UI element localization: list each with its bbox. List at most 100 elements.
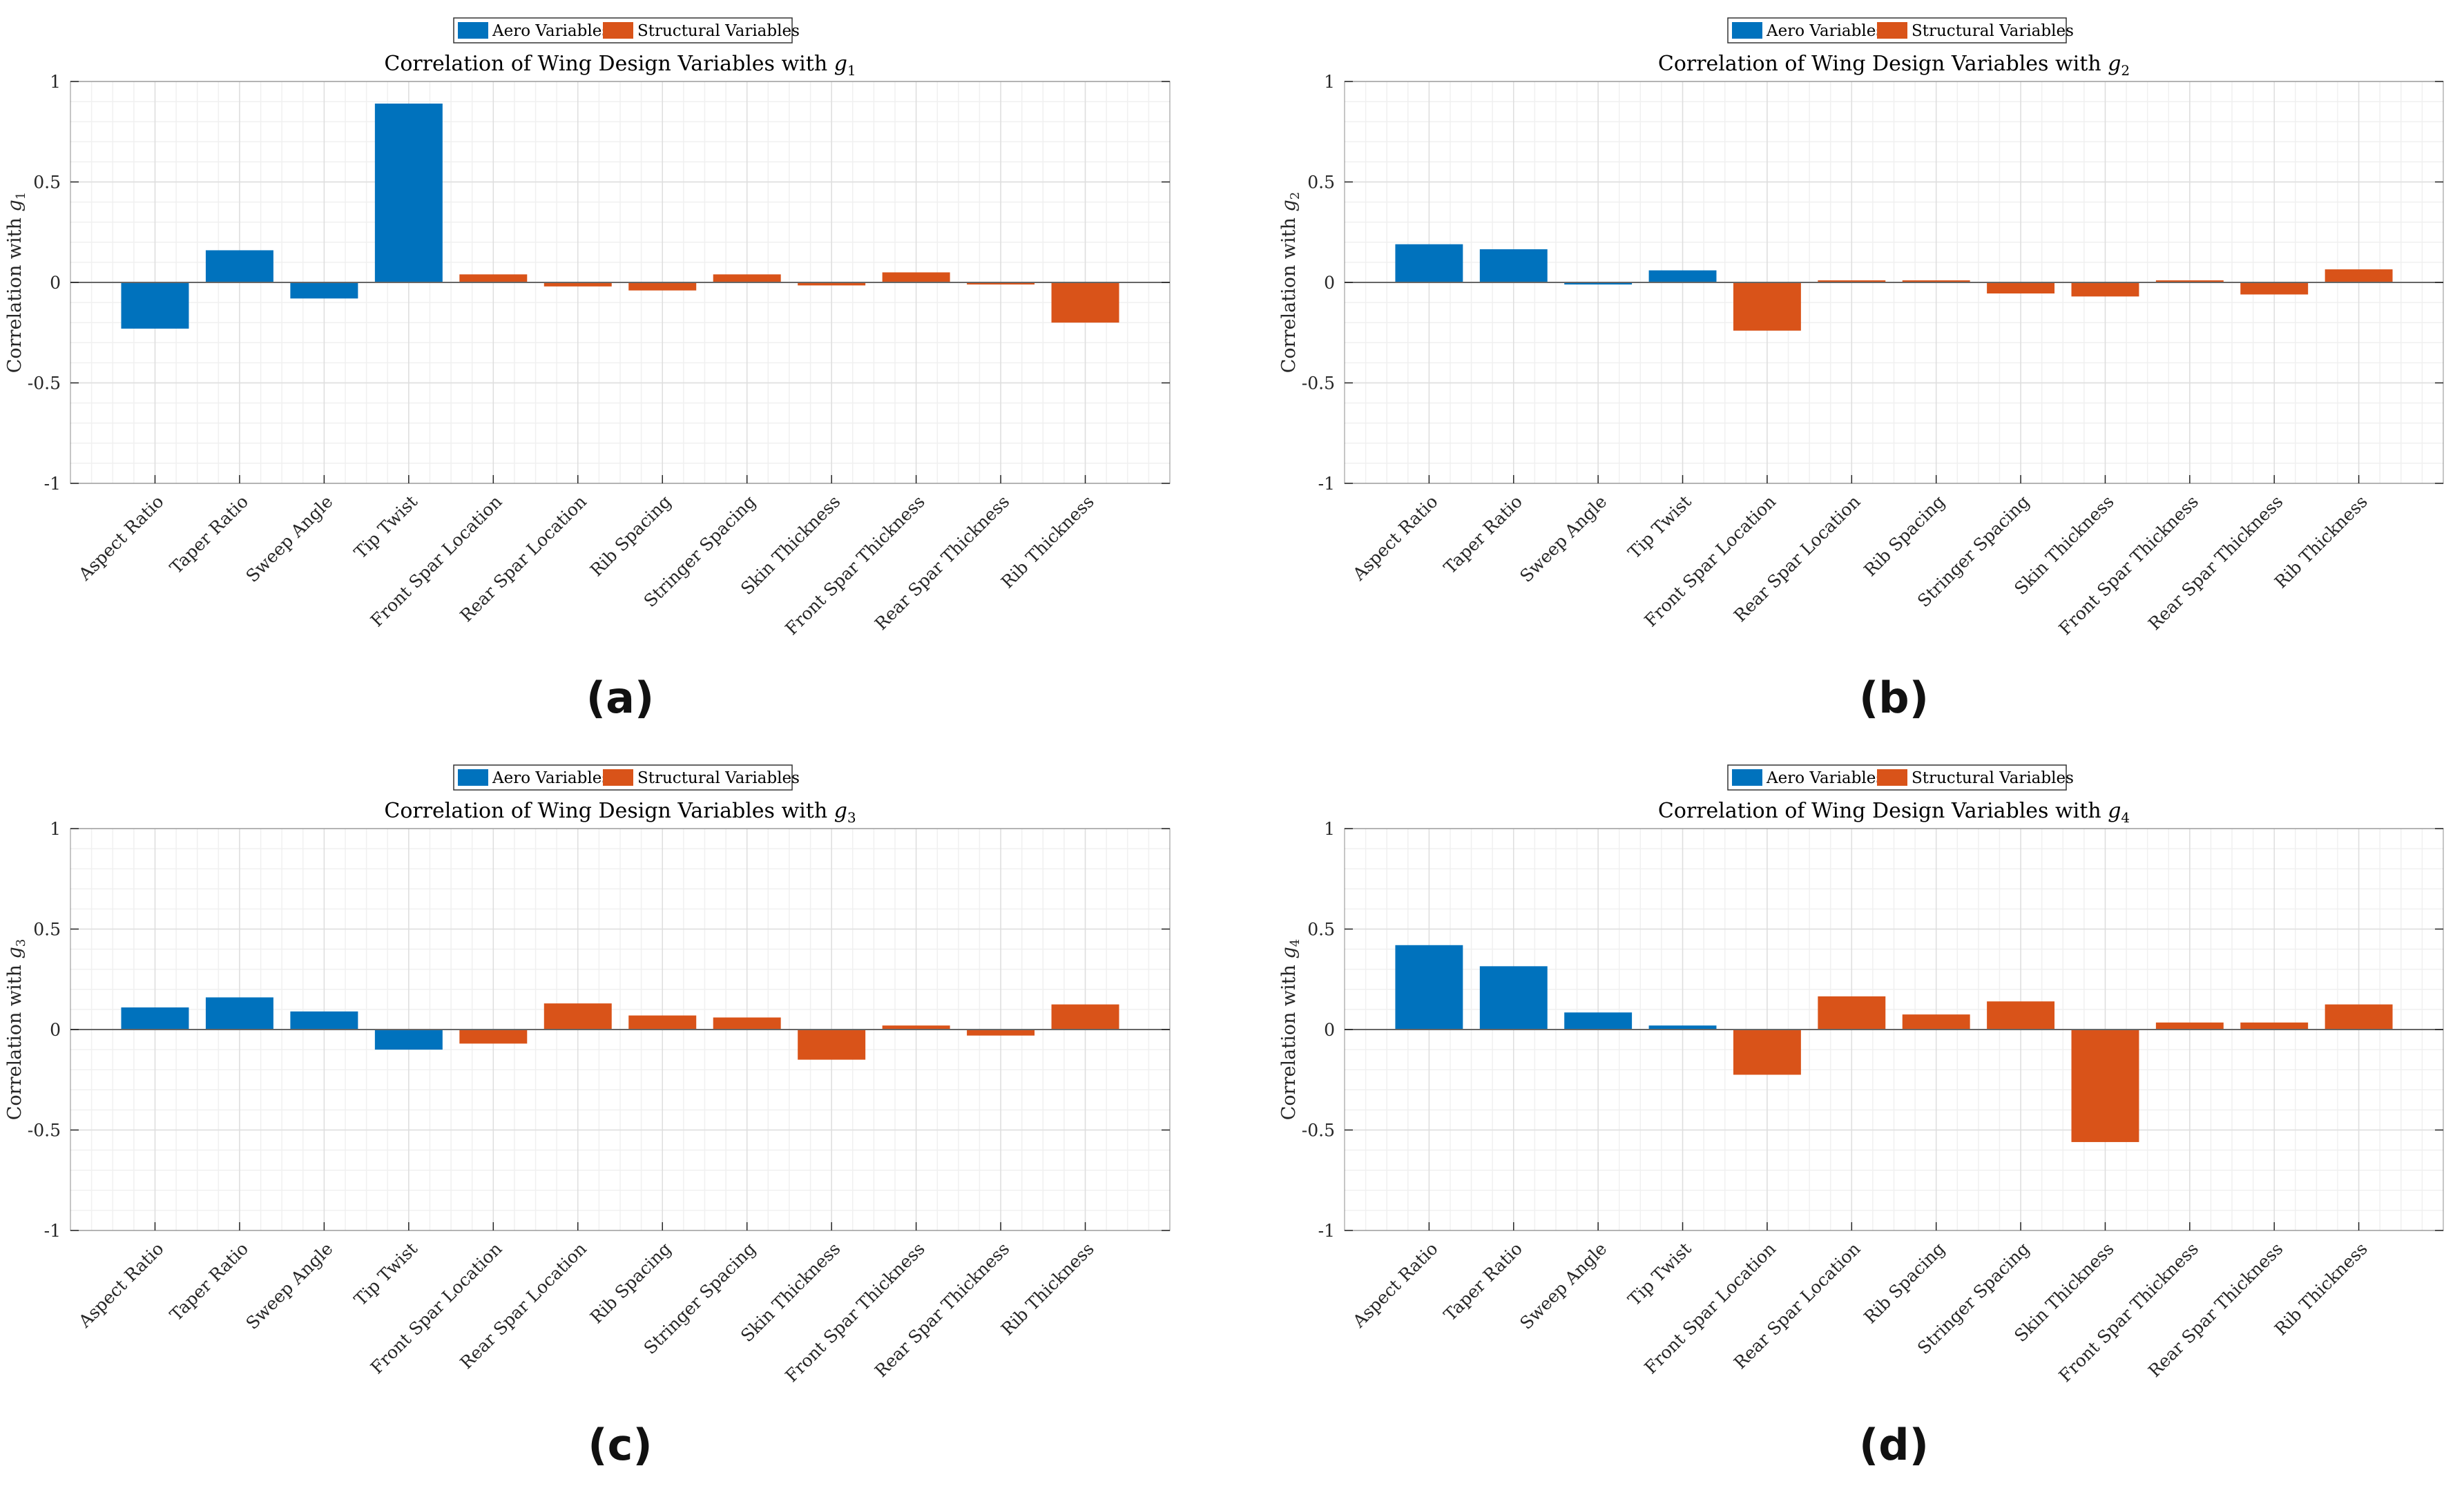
bar-tip-twist xyxy=(374,104,443,282)
y-axis-label: Correlation with g4 xyxy=(1278,939,1302,1120)
x-tick-label: Sweep Angle xyxy=(242,492,336,586)
legend-swatch-structural xyxy=(1877,22,1907,39)
bar-tip-twist xyxy=(374,1030,443,1050)
legend-label-structural: Structural Variables xyxy=(637,22,800,40)
y-axis-label-sub: 2 xyxy=(1288,192,1302,200)
bar-stringer-spacing xyxy=(713,274,781,282)
bar-rear-spar-location xyxy=(543,1003,612,1030)
legend: Aero Variables Structural Variables xyxy=(1727,764,2074,791)
x-tick-label: Aspect Ratio xyxy=(75,1239,168,1332)
x-tick-label: Rib Spacing xyxy=(1860,492,1949,581)
y-axis-label: Correlation with g3 xyxy=(4,939,28,1120)
bar-rib-spacing xyxy=(1902,1014,1970,1030)
y-axis-label-text: Correlation with xyxy=(4,959,26,1121)
bar-rear-spar-location xyxy=(1818,280,1886,282)
bar-rib-thickness xyxy=(2325,1004,2393,1030)
y-tick-label: 1 xyxy=(50,819,61,839)
y-tick-label: -1 xyxy=(44,1221,61,1241)
chart-title-text: Correlation of Wing Design Variables wit… xyxy=(1658,52,2108,76)
y-tick-label: -1 xyxy=(44,474,61,494)
bar-rib-thickness xyxy=(1051,1004,1119,1030)
bar-taper-ratio xyxy=(205,250,273,282)
y-axis-label-var: g xyxy=(1278,200,1300,211)
bar-front-spar-thickness xyxy=(882,272,950,282)
legend-label-aero: Aero Variables xyxy=(1766,769,1884,787)
bar-skin-thickness xyxy=(2071,282,2139,297)
y-axis-label-var: g xyxy=(4,947,26,958)
bar-sweep-angle xyxy=(1564,1012,1633,1030)
legend-label-aero: Aero Variables xyxy=(492,22,610,40)
bar-front-spar-thickness xyxy=(882,1025,950,1030)
x-tick-label: Sweep Angle xyxy=(242,1239,336,1333)
y-tick-label: 1 xyxy=(1324,72,1335,92)
y-tick-label: 0 xyxy=(1324,1020,1335,1040)
x-tick-label: Taper Ratio xyxy=(166,1239,252,1325)
y-tick-label: -0.5 xyxy=(28,1121,61,1141)
bar-stringer-spacing xyxy=(1987,1001,2055,1030)
legend-swatch-structural xyxy=(1877,769,1907,786)
bar-rib-spacing xyxy=(628,282,697,291)
legend: Aero Variables Structural Variables xyxy=(453,764,800,791)
y-tick-label: 0 xyxy=(50,273,61,293)
chart-title-text: Correlation of Wing Design Variables wit… xyxy=(1658,799,2108,823)
chart-title: Correlation of Wing Design Variables wit… xyxy=(1658,799,2130,826)
x-tick-label: Rear Spar Thickness xyxy=(2144,492,2287,634)
y-tick-label: -0.5 xyxy=(1302,374,1335,394)
x-tick-label: Sweep Angle xyxy=(1516,492,1610,586)
y-tick-label: 1 xyxy=(50,72,61,92)
bar-rib-spacing xyxy=(1902,280,1970,282)
bar-front-spar-thickness xyxy=(2155,280,2224,282)
x-tick-label: Aspect Ratio xyxy=(75,492,168,585)
y-tick-label: 0.5 xyxy=(33,920,61,940)
bar-taper-ratio xyxy=(205,997,273,1030)
y-tick-label: -1 xyxy=(1318,1221,1335,1241)
bar-rib-thickness xyxy=(2325,269,2393,282)
legend: Aero Variables Structural Variables xyxy=(453,17,800,44)
x-tick-label: Rear Spar Thickness xyxy=(871,492,1013,634)
panel-label: (b) xyxy=(1859,673,1929,723)
chart-title-var: g xyxy=(834,52,847,76)
legend-label-aero: Aero Variables xyxy=(1766,22,1884,40)
bar-stringer-spacing xyxy=(713,1017,781,1030)
y-axis-label-text: Correlation with xyxy=(1278,959,1300,1121)
bar-rib-thickness xyxy=(1051,282,1119,323)
x-tick-label: Rear Spar Thickness xyxy=(2144,1239,2287,1381)
legend-swatch-structural xyxy=(603,769,633,786)
legend-swatch-aero xyxy=(458,22,488,39)
legend-swatch-aero xyxy=(1732,769,1762,786)
bar-aspect-ratio xyxy=(1395,244,1463,282)
y-axis-label-var: g xyxy=(4,200,26,211)
chart-title-text: Correlation of Wing Design Variables wit… xyxy=(384,52,834,76)
chart-title: Correlation of Wing Design Variables wit… xyxy=(384,52,856,79)
x-tick-label: Tip Twist xyxy=(1624,492,1695,563)
bar-front-spar-location xyxy=(459,274,528,282)
bar-skin-thickness xyxy=(798,1030,866,1060)
chart-title-sub: 1 xyxy=(847,62,856,79)
chart-title-sub: 2 xyxy=(2121,62,2130,79)
bar-tip-twist xyxy=(1648,1025,1717,1030)
legend-label-structural: Structural Variables xyxy=(1912,22,2074,40)
x-tick-label: Aspect Ratio xyxy=(1349,492,1442,585)
legend-swatch-aero xyxy=(1732,22,1762,39)
chart-title-sub: 4 xyxy=(2121,809,2130,826)
y-axis-label-text: Correlation with xyxy=(1278,212,1300,374)
bar-rear-spar-thickness xyxy=(2240,1022,2309,1030)
y-tick-label: 0 xyxy=(1324,273,1335,293)
legend: Aero Variables Structural Variables xyxy=(1727,17,2074,44)
y-axis-label: Correlation with g1 xyxy=(4,192,28,373)
legend-label-structural: Structural Variables xyxy=(637,769,800,787)
x-tick-label: Tip Twist xyxy=(1624,1239,1695,1310)
x-tick-label: Rib Spacing xyxy=(586,1239,675,1328)
bar-sweep-angle xyxy=(1564,282,1633,284)
chart-title-sub: 3 xyxy=(847,809,856,826)
bar-tip-twist xyxy=(1648,270,1717,282)
x-tick-label: Taper Ratio xyxy=(166,492,252,578)
bar-aspect-ratio xyxy=(121,282,189,329)
legend-swatch-structural xyxy=(603,22,633,39)
bar-sweep-angle xyxy=(290,1011,358,1030)
y-tick-label: 0 xyxy=(50,1020,61,1040)
chart-title-text: Correlation of Wing Design Variables wit… xyxy=(384,799,834,823)
legend-label-structural: Structural Variables xyxy=(1912,769,2074,787)
bar-taper-ratio xyxy=(1479,966,1548,1030)
